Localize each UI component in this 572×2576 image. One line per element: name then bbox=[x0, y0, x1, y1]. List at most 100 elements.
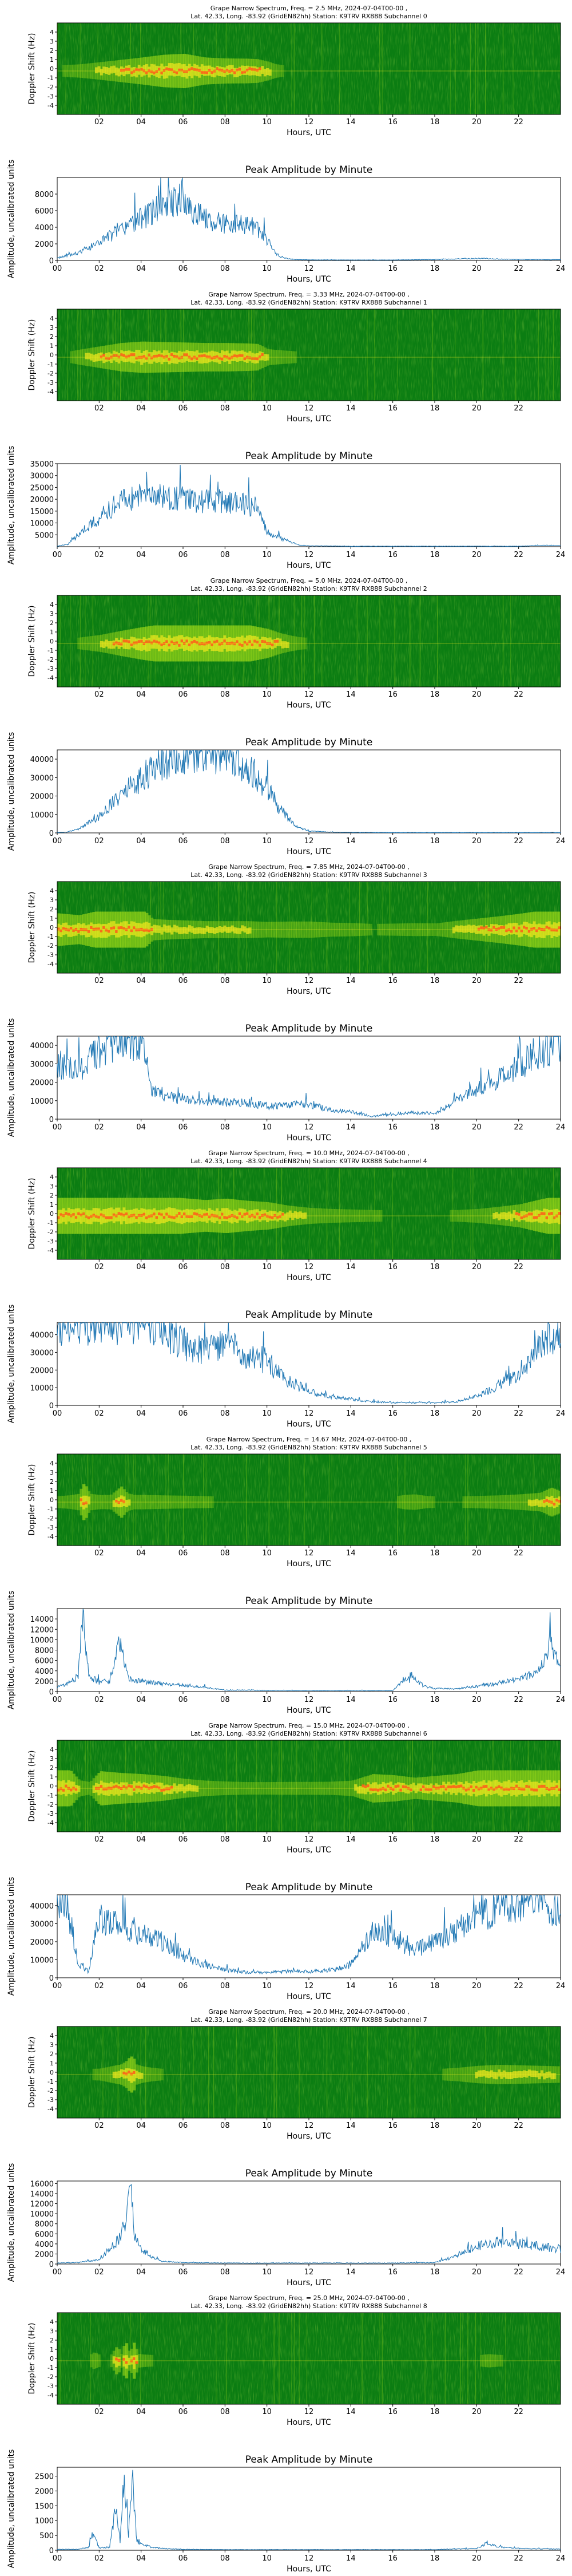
spectrogram-hot bbox=[450, 1784, 453, 1795]
x-tick-label: 06 bbox=[178, 264, 188, 273]
x-tick-label: 14 bbox=[346, 837, 356, 846]
spectrogram-band bbox=[372, 1210, 375, 1222]
spectrogram-band bbox=[321, 922, 325, 938]
spectrogram-hot bbox=[527, 1499, 531, 1506]
spectrogram-hot bbox=[505, 2072, 509, 2079]
spectrogram-peak bbox=[213, 69, 217, 73]
spectrogram-hot bbox=[495, 1212, 498, 1219]
spectrogram-streak bbox=[498, 2026, 499, 2118]
spectrogram-title-line1: Grape Narrow Spectrum, Freq. = 10.0 MHz,… bbox=[208, 1149, 410, 1157]
y-tick-label: 4 bbox=[50, 1460, 54, 1467]
spectrogram-band bbox=[336, 922, 340, 937]
x-tick-label: 08 bbox=[220, 2268, 230, 2277]
spectrogram-hot bbox=[243, 66, 247, 76]
spectrogram-hot bbox=[236, 68, 239, 77]
spectrogram-hot bbox=[498, 1781, 501, 1796]
spectrogram-streak bbox=[485, 882, 486, 973]
spectrogram-hot bbox=[196, 927, 199, 934]
x-tick-label: 12 bbox=[304, 2121, 314, 2130]
amplitude-title: Peak Amplitude by Minute bbox=[245, 1595, 373, 1607]
spectrogram-band bbox=[97, 2068, 101, 2081]
spectrogram-peak bbox=[100, 1213, 104, 1216]
spectrogram-hot bbox=[140, 353, 144, 365]
spectrogram-hot bbox=[540, 2070, 544, 2077]
spectrogram-hot bbox=[165, 65, 169, 78]
amplitude-series-line bbox=[57, 1036, 561, 1118]
spectrogram-band bbox=[341, 923, 345, 937]
spectrogram-band bbox=[304, 637, 307, 650]
spectrogram-hot bbox=[196, 1785, 199, 1792]
spectrogram-peak bbox=[95, 1215, 98, 1218]
spectrogram-peak bbox=[125, 355, 129, 359]
spectrogram-hot bbox=[92, 354, 96, 362]
spectrogram-peak bbox=[553, 1787, 557, 1790]
spectrogram-band bbox=[95, 635, 98, 651]
spectrogram-peak bbox=[148, 1215, 151, 1218]
spectrogram-band bbox=[266, 1782, 269, 1795]
spectrogram-hot bbox=[404, 1784, 408, 1793]
spectrogram-hot bbox=[150, 64, 154, 76]
spectrogram-band bbox=[288, 351, 292, 364]
spectrogram-peak bbox=[160, 354, 164, 358]
spectrogram-streak bbox=[313, 595, 315, 687]
y-tick-label: 2 bbox=[50, 1764, 54, 1772]
spectrogram-hot bbox=[122, 68, 126, 77]
spectrogram-band bbox=[387, 923, 390, 936]
spectrogram-hot bbox=[236, 927, 239, 934]
spectrogram-peak bbox=[502, 1788, 506, 1791]
y-tick-label: -4 bbox=[47, 961, 54, 968]
spectrogram-peak bbox=[135, 1785, 138, 1789]
spectrogram-peak bbox=[82, 1502, 86, 1506]
spectrogram-hot bbox=[231, 1211, 234, 1224]
spectrogram-peak bbox=[128, 68, 131, 71]
spectrogram-peak bbox=[424, 1787, 428, 1791]
x-tick-label: 10 bbox=[262, 1835, 272, 1844]
spectrogram-streak bbox=[158, 1454, 159, 1546]
spectrogram-hot bbox=[70, 1781, 73, 1795]
spectrogram-hot bbox=[543, 1782, 546, 1796]
spectrogram-streak bbox=[221, 1168, 222, 1259]
spectrogram-peak bbox=[430, 1788, 433, 1791]
spectrogram-streak bbox=[120, 309, 121, 401]
spectrogram-band bbox=[422, 923, 426, 937]
spectrogram-hot bbox=[122, 639, 126, 649]
spectrogram-peak bbox=[452, 1785, 456, 1788]
y-tick-label: 6000 bbox=[35, 1657, 54, 1666]
spectrogram-title-line2: Lat. 42.33, Long. -83.92 (GridEN82hh) St… bbox=[190, 13, 427, 20]
spectrogram-band bbox=[316, 1781, 320, 1795]
spectrogram-peak bbox=[518, 926, 521, 930]
y-tick-label: -2 bbox=[47, 1228, 54, 1236]
spectrogram-peak bbox=[523, 926, 526, 929]
spectrogram-band bbox=[399, 1495, 403, 1509]
x-tick-label: 12 bbox=[304, 977, 314, 985]
x-tick-label: 06 bbox=[178, 1263, 188, 1271]
y-tick-label: 5000 bbox=[35, 531, 54, 540]
spectrogram-peak bbox=[150, 1785, 154, 1789]
spectrogram-streak bbox=[135, 1740, 136, 1832]
y-tick-label: 0 bbox=[50, 638, 54, 645]
spectrogram-hot bbox=[140, 66, 144, 77]
spectrogram-streak bbox=[130, 23, 132, 114]
spectrogram-streak bbox=[444, 2313, 446, 2404]
spectrogram-streak bbox=[304, 1454, 305, 1546]
spectrogram-hot bbox=[140, 638, 144, 651]
x-tick-label: 10 bbox=[262, 1263, 272, 1271]
spectrogram-peak bbox=[67, 1212, 70, 1216]
spectrogram-peak bbox=[495, 1786, 498, 1789]
spectrogram-hot bbox=[530, 1500, 534, 1507]
spectrogram-streak bbox=[299, 2026, 300, 2118]
spectrogram-band bbox=[165, 1495, 169, 1509]
spectrogram-peak bbox=[253, 357, 257, 360]
spectrogram-band bbox=[110, 1494, 113, 1510]
spectrogram-hot bbox=[59, 1210, 63, 1224]
spectrogram-hot bbox=[165, 638, 169, 652]
spectrogram-peak bbox=[246, 355, 249, 359]
spectrogram-hot bbox=[140, 2072, 144, 2079]
spectrogram-band bbox=[261, 922, 264, 938]
y-tick-label: 16000 bbox=[30, 2180, 54, 2188]
spectrogram-band bbox=[472, 1209, 476, 1223]
spectrogram-band bbox=[367, 1210, 370, 1222]
x-tick-label: 18 bbox=[430, 1835, 440, 1844]
x-tick-label: 10 bbox=[262, 2268, 272, 2277]
x-tick-label: 04 bbox=[136, 1982, 146, 1990]
